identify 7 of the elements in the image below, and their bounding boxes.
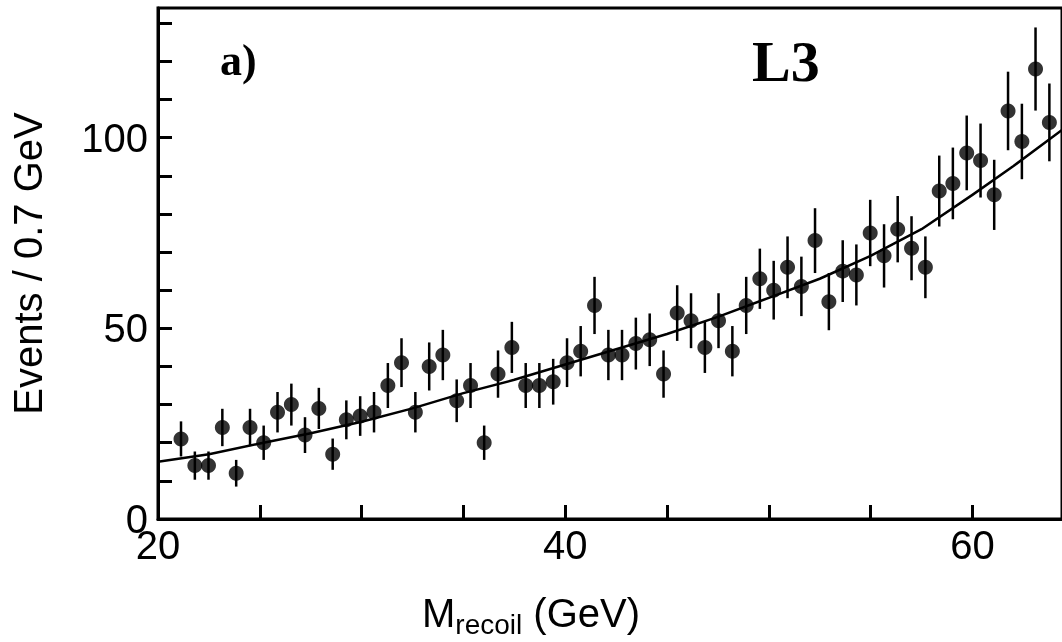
annotation: a) <box>220 35 257 85</box>
y-axis-title: Events / 0.7 GeV <box>6 111 50 415</box>
y-tick-label: 100 <box>81 115 148 160</box>
annotation: L3 <box>752 28 820 94</box>
x-tick-label: 40 <box>542 523 588 567</box>
x-tick-label: 60 <box>950 523 995 567</box>
y-tick-label: 50 <box>103 306 148 351</box>
